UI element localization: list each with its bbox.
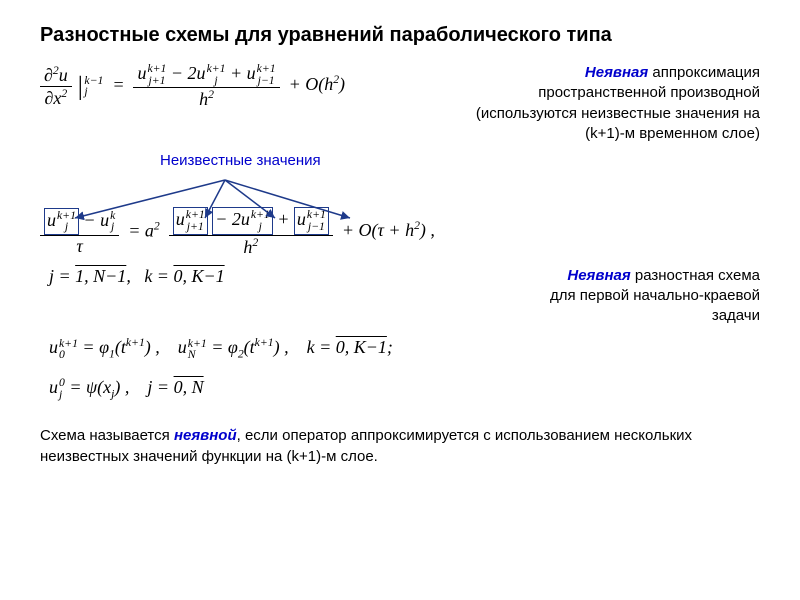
eq1: ∂2u ∂x2 |k−1j = uk+1j+1 − 2uk+1j + uk+1j…: [40, 63, 345, 110]
bottom-em: неявной: [174, 427, 237, 444]
row-eq1: ∂2u ∂x2 |k−1j = uk+1j+1 − 2uk+1j + uk+1j…: [40, 63, 760, 144]
unknown-values-label: Неизвестные значения: [160, 152, 760, 169]
boxed-term-2: uk+1j+1: [173, 207, 208, 235]
side2-l1: разностная схема: [631, 267, 760, 284]
side1-l4: (k+1)-м временном слое): [585, 125, 760, 142]
bottom-pre: Схема называется: [40, 427, 174, 444]
ranges: j = 1, N−1, k = 0, K−1: [40, 266, 225, 287]
side1-l3: (используются неизвестные значения на: [476, 105, 760, 122]
boundary-conditions: uk+10 = φ1(tk+1) , uk+1N = φ2(tk+1) , k …: [40, 336, 760, 361]
page-title: Разностные схемы для уравнений параболич…: [40, 24, 760, 47]
side2-l2: для первой начально-краевой: [550, 287, 760, 304]
row-eq2: uk+1j − ukj τ = a2 uk+1j+1 − 2uk+1j + uk…: [40, 207, 760, 258]
side-text-1: Неявная аппроксимация пространственной п…: [476, 63, 760, 144]
side2-em: Неявная: [567, 267, 630, 284]
eq2: uk+1j − ukj τ = a2 uk+1j+1 − 2uk+1j + uk…: [40, 207, 435, 258]
boxed-term-1: uk+1j: [44, 208, 79, 236]
boxed-term-3: − 2uk+1j: [212, 207, 273, 235]
side2-l3: задачи: [712, 307, 760, 324]
eq2-tail: + O(τ + h2) ,: [337, 220, 435, 240]
side1-l1: аппроксимация: [648, 64, 760, 81]
side1-l2: пространственной производной: [538, 84, 760, 101]
eq1-tail: + O(h2): [284, 74, 345, 94]
initial-condition: u0j = ψ(xj) , j = 0, N: [40, 377, 760, 401]
side1-em: Неявная: [585, 64, 648, 81]
boxed-term-4: uk+1j−1: [294, 207, 329, 235]
row-ranges: j = 1, N−1, k = 0, K−1 Неявная разностна…: [40, 266, 760, 327]
bottom-note: Схема называется неявной, если оператор …: [40, 425, 760, 467]
side-text-2: Неявная разностная схема для первой нача…: [550, 266, 760, 327]
